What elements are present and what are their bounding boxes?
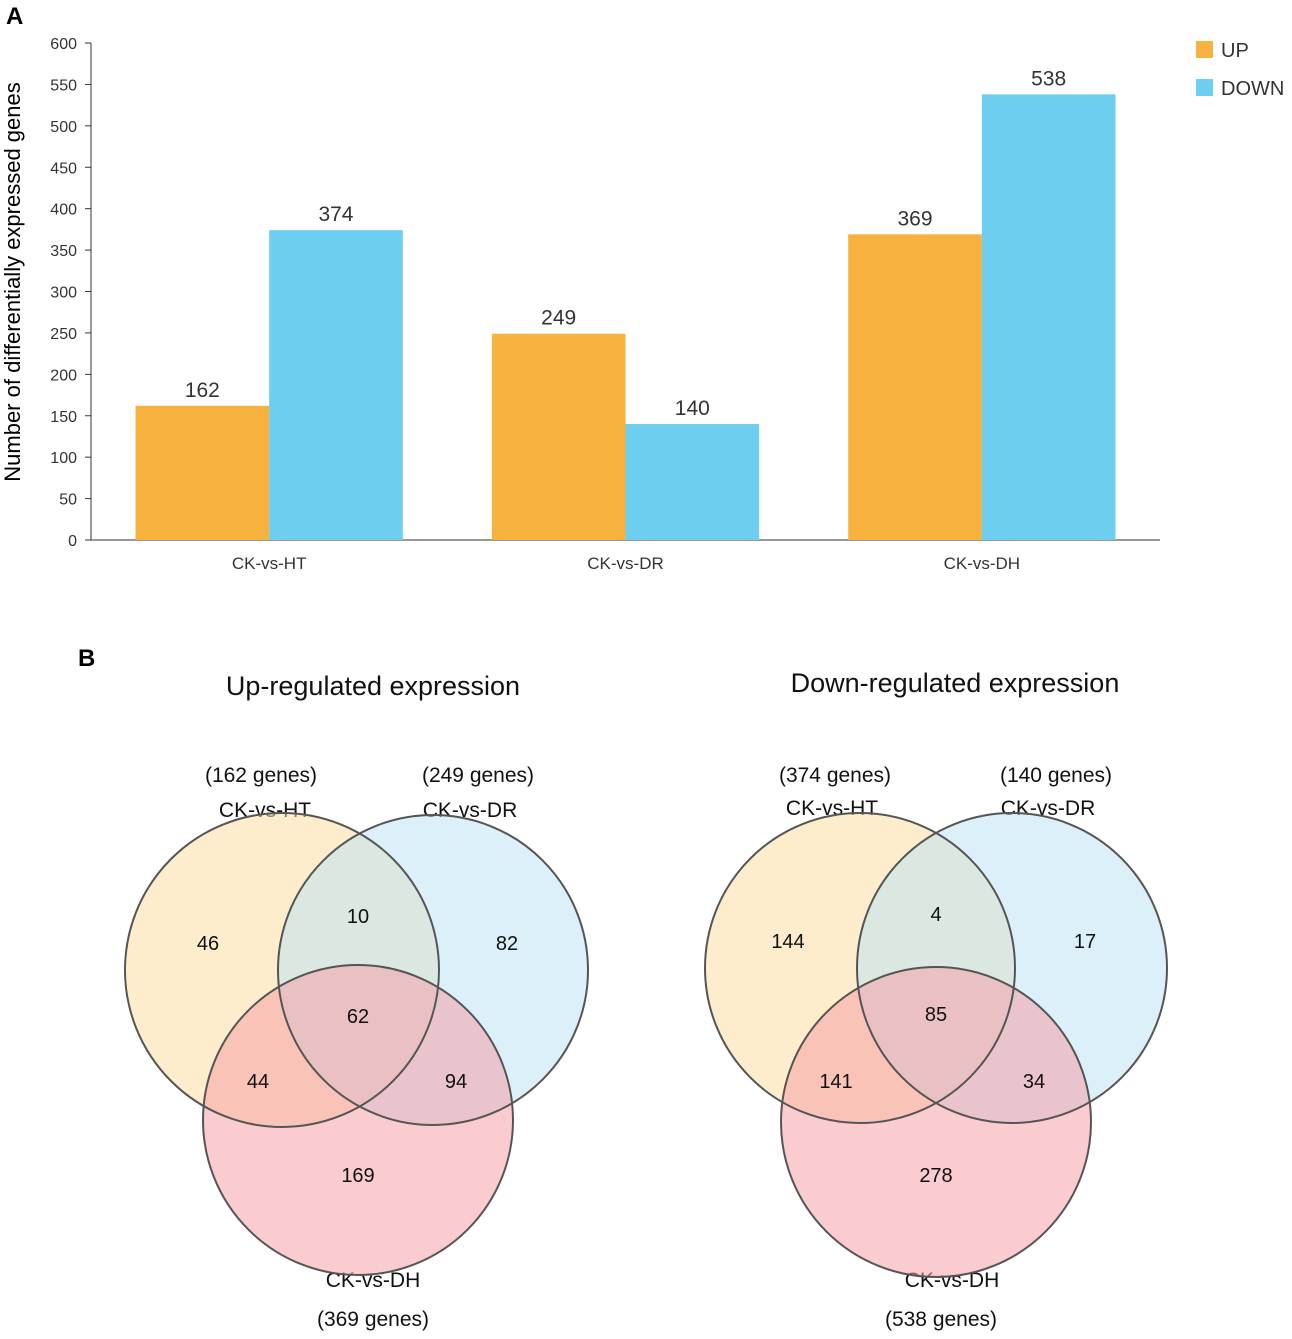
venn-down-dr-only: 17 [1074, 931, 1096, 953]
venn-outline-dh [780, 966, 1092, 1278]
legend-down-swatch [1196, 79, 1213, 96]
legend-down-label: DOWN [1221, 78, 1284, 100]
y-tick-label: 0 [68, 533, 77, 550]
bar-chart-panel: A Number of differentially expressed gen… [0, 3, 1284, 573]
bar-value-label: 374 [318, 203, 353, 226]
y-axis-label: Number of differentially expressed genes [0, 82, 25, 481]
venn-up-regulated: Up-regulated expression (162 genes) CK-v… [124, 671, 589, 1331]
bar-up [491, 333, 626, 540]
bar-up [135, 405, 270, 540]
bar-value-label: 369 [897, 207, 932, 230]
venn-up-dh-count: (369 genes) [317, 1308, 429, 1331]
venn-fill-dh [203, 965, 513, 1275]
y-tick-label: 50 [59, 492, 77, 509]
y-tick-label: 300 [50, 285, 77, 302]
bar-value-label: 140 [675, 397, 710, 420]
venn-outline-dr [277, 814, 589, 1126]
venn-down-dr-count: (140 genes) [1000, 764, 1112, 787]
venn-down-regions: 144 4 17 85 141 34 278 [771, 904, 1096, 1187]
venn-up-dr-only: 82 [496, 933, 518, 955]
y-tick-label: 400 [50, 202, 77, 219]
venn-up-ht-count: (162 genes) [205, 764, 317, 787]
venn-fill-dh [781, 967, 1091, 1277]
legend-up-swatch [1196, 41, 1213, 58]
venn-outline-ht [124, 812, 440, 1128]
bar-value-label: 162 [185, 379, 220, 402]
venn-up-all: 62 [347, 1006, 369, 1028]
venn-down-circles [704, 812, 1168, 1278]
y-tick-label: 550 [50, 77, 77, 94]
venn-down-title: Down-regulated expression [791, 668, 1120, 698]
venn-down-dh-count: (538 genes) [885, 1308, 997, 1331]
venn-down-all: 85 [925, 1004, 947, 1026]
bars [135, 94, 1116, 541]
venn-up-ht-only: 46 [197, 933, 219, 955]
y-axis: 0 50 100 150 200 250 300 350 400 450 500 550 600 [50, 36, 92, 550]
bar-up [848, 234, 982, 540]
venn-down-dh-only: 278 [919, 1165, 952, 1187]
venn-down-dr-dh: 34 [1023, 1071, 1045, 1093]
venn-up-dr-dh: 94 [445, 1071, 467, 1093]
y-tick-label: 150 [50, 409, 77, 426]
bar-down [269, 230, 403, 540]
venn-outline-ht [704, 812, 1016, 1124]
legend-up-label: UP [1221, 40, 1249, 62]
y-tick-label: 100 [50, 450, 77, 467]
panel-label-b: B [78, 645, 95, 672]
bar-down [625, 424, 760, 540]
venn-down-ht-dr: 4 [930, 904, 941, 926]
x-tick-label: CK-vs-DR [587, 554, 664, 573]
venn-down-ht-count: (374 genes) [779, 764, 891, 787]
venn-down-regulated: Down-regulated expression (374 genes) CK… [704, 668, 1168, 1331]
bar-down [981, 94, 1116, 541]
venn-up-dr-count: (249 genes) [422, 764, 534, 787]
legend: UP DOWN [1196, 40, 1284, 100]
venn-down-ht-dh: 141 [819, 1071, 852, 1093]
y-tick-label: 200 [50, 367, 77, 384]
y-tick-label: 450 [50, 160, 77, 177]
venn-up-circles [124, 812, 589, 1276]
bar-value-label: 249 [541, 307, 576, 330]
y-tick-label: 600 [50, 36, 77, 53]
venn-up-regions: 46 10 82 62 44 94 169 [197, 906, 518, 1187]
bar-value-labels: 162 374 249 140 369 538 [185, 67, 1066, 420]
x-axis: CK-vs-HT CK-vs-DR CK-vs-DH [91, 539, 1160, 573]
y-tick-label: 350 [50, 243, 77, 260]
venn-up-dh-only: 169 [341, 1165, 374, 1187]
bar-value-label: 538 [1031, 67, 1066, 90]
y-tick-label: 500 [50, 119, 77, 136]
y-tick-label: 250 [50, 326, 77, 343]
venn-outline-dr [856, 812, 1168, 1124]
venn-up-ht-dh: 44 [247, 1071, 269, 1093]
x-tick-label: CK-vs-DH [944, 554, 1021, 573]
venn-down-ht-only: 144 [771, 931, 804, 953]
venn-outline-dh [202, 964, 514, 1276]
venn-up-ht-dr: 10 [347, 906, 369, 928]
venn-up-title: Up-regulated expression [226, 671, 520, 701]
panel-label-a: A [6, 3, 23, 30]
x-tick-label: CK-vs-HT [232, 554, 307, 573]
venn-panel: B [78, 645, 95, 672]
